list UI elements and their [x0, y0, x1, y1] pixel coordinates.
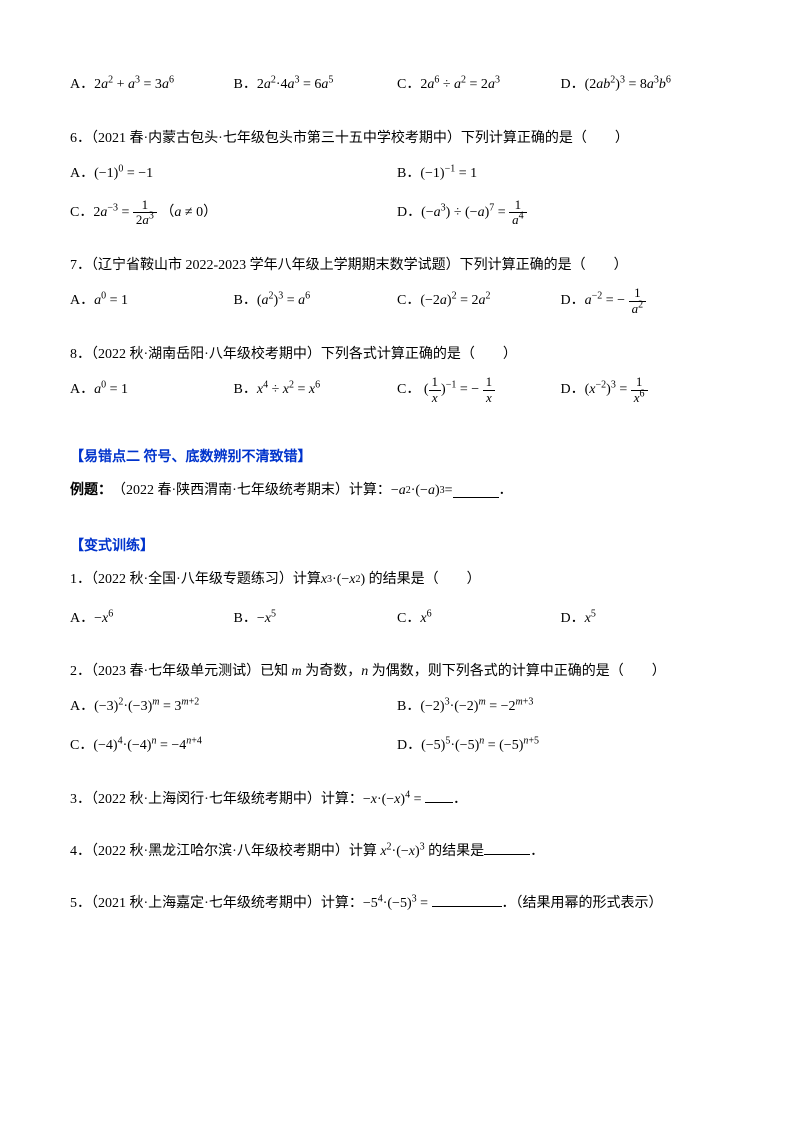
variation-title: 【变式训练】: [70, 535, 724, 555]
q6-options-cd: C．2a−3 = 12a3 （a ≠ 0） D．(−a3) ÷ (−a)7 = …: [70, 198, 724, 229]
v2-options-ab: A．(−3)2·(−3)m = 3m+2 B．(−2)3·(−2)m = −2m…: [70, 692, 724, 723]
q5-options: A．2a2 + a3 = 3a6 B．2a2·4a3 = 6a5 C．2a6 ÷…: [70, 70, 724, 101]
q8-opt-a: A．a0 = 1: [70, 375, 234, 406]
q8-opt-b: B．x4 ÷ x2 = x6: [234, 375, 398, 406]
q7-options: A．a0 = 1 B．(a2)3 = a6 C．(−2a)2 = 2a2 D．a…: [70, 286, 724, 317]
q6-opt-a: A．(−1)0 = −1: [70, 159, 397, 190]
q8-options: A．a0 = 1 B．x4 ÷ x2 = x6 C． (1x)−1 = − 1x…: [70, 375, 724, 406]
q6-opt-d: D．(−a3) ÷ (−a)7 = 1a4: [397, 198, 724, 229]
q6-opt-c: C．2a−3 = 12a3 （a ≠ 0）: [70, 198, 397, 229]
q7-opt-b: B．(a2)3 = a6: [234, 286, 398, 317]
q7-stem: 7．（辽宁省鞍山市 2022-2023 学年八年级上学期期末数学试题）下列计算正…: [70, 252, 724, 280]
v2-stem: 2．（2023 春·七年级单元测试）已知 m 为奇数，n 为偶数，则下列各式的计…: [70, 658, 724, 686]
q6-opt-b: B．(−1)−1 = 1: [397, 159, 724, 190]
section2-title: 【易错点二 符号、底数辨别不清致错】: [70, 446, 724, 466]
q6-stem: 6．（2021 春·内蒙古包头·七年级包头市第三十五中学校考期中）下列计算正确的…: [70, 125, 724, 153]
example2: 例题： （2022 春·陕西渭南·七年级统考期末）计算：−a2·(−a)3 = …: [70, 476, 724, 507]
v2-opt-a: A．(−3)2·(−3)m = 3m+2: [70, 692, 397, 723]
v1-opt-d: D．x5: [561, 604, 725, 635]
v2-options-cd: C．(−4)4·(−4)n = −4n+4 D．(−5)5·(−5)n = (−…: [70, 731, 724, 762]
q6-options-ab: A．(−1)0 = −1 B．(−1)−1 = 1: [70, 159, 724, 190]
q8-opt-d: D．(x−2)3 = 1x6: [561, 375, 725, 406]
v4-stem: 4．（2022 秋·黑龙江哈尔滨·八年级校考期中）计算 x2·(−x)3 的结果…: [70, 838, 724, 866]
q7-opt-c: C．(−2a)2 = 2a2: [397, 286, 561, 317]
v3-stem: 3．（2022 秋·上海闵行·七年级统考期中）计算：−x·(−x)4 = ．: [70, 786, 724, 814]
v1-stem: 1．（2022 秋·全国·八年级专题练习）计算 x3·(−x2) 的结果是（ ）: [70, 565, 724, 596]
q5-opt-d: D．(2ab2)3 = 8a3b6: [561, 70, 725, 101]
v1-opt-c: C．x6: [397, 604, 561, 635]
q8-opt-c: C． (1x)−1 = − 1x: [397, 375, 561, 406]
v2-opt-c: C．(−4)4·(−4)n = −4n+4: [70, 731, 397, 762]
q8-stem: 8．（2022 秋·湖南岳阳·八年级校考期中）下列各式计算正确的是（ ）: [70, 341, 724, 369]
v1-options: A．−x6 B．−x5 C．x6 D．x5: [70, 604, 724, 635]
v1-opt-b: B．−x5: [234, 604, 398, 635]
q7-opt-a: A．a0 = 1: [70, 286, 234, 317]
v2-opt-b: B．(−2)3·(−2)m = −2m+3: [397, 692, 724, 723]
q7-opt-d: D．a−2 = − 1a2: [561, 286, 725, 317]
v1-opt-a: A．−x6: [70, 604, 234, 635]
q5-opt-b: B．2a2·4a3 = 6a5: [234, 70, 398, 101]
q5-opt-c: C．2a6 ÷ a2 = 2a3: [397, 70, 561, 101]
v2-opt-d: D．(−5)5·(−5)n = (−5)n+5: [397, 731, 724, 762]
v5-stem: 5．（2021 秋·上海嘉定·七年级统考期中）计算：−54·(−5)3 = ．（…: [70, 890, 724, 918]
q5-opt-a: A．2a2 + a3 = 3a6: [70, 70, 234, 101]
